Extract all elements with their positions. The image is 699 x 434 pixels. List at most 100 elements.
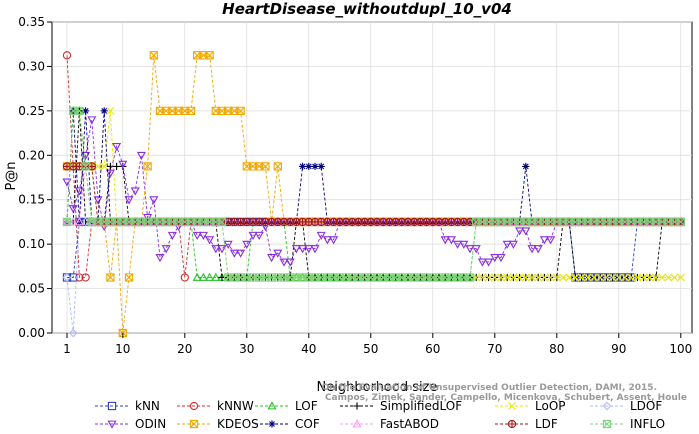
data-point-cof [522, 162, 530, 170]
legend-item-ldof: LDOF [590, 399, 662, 413]
data-point-loop [528, 273, 536, 282]
data-point-kdeos [205, 51, 214, 60]
y-tick-label: 0.20 [18, 148, 45, 162]
plot-area [51, 21, 693, 334]
legend-item-ldf: LDF [495, 417, 558, 431]
data-point-kdeos [106, 273, 115, 282]
legend-item-inflo: INFLO [590, 417, 665, 431]
credit-line-1: Campos, Zimek, Sander, Campello, Micenko… [325, 393, 687, 403]
data-point-knn [69, 273, 78, 282]
data-point-odin [304, 245, 314, 254]
data-point-loop [596, 273, 605, 282]
data-point-simplifiedlof [106, 162, 114, 170]
data-point-kdeos [273, 162, 282, 171]
data-point-odin [167, 231, 177, 240]
data-point-odin [236, 249, 246, 258]
data-point-kdeos [186, 106, 196, 116]
data-point-odin [93, 196, 103, 205]
data-point-odin [118, 160, 128, 169]
data-point-loop [484, 273, 493, 282]
data-point-loop [540, 273, 549, 282]
x-tick-label: 20 [177, 342, 192, 356]
data-point-odin [285, 258, 295, 267]
data-point-loop [106, 106, 115, 115]
data-point-loop [652, 273, 660, 282]
credit-line-2: On the Evaluation of Unsupervised Outlie… [322, 383, 657, 393]
data-point-odin [329, 236, 339, 245]
x-tick-label: 70 [487, 342, 502, 356]
data-point-inflo [217, 217, 227, 227]
data-point-odin [248, 231, 258, 240]
data-point-ldof [75, 217, 84, 227]
data-point-odin [217, 245, 227, 254]
legend-label-inflo: INFLO [630, 417, 665, 431]
data-point-loop [627, 273, 636, 282]
data-point-loop [546, 273, 555, 282]
legend-label-kdeos: KDEOS [217, 417, 259, 431]
legend-swatch-marker [352, 419, 362, 428]
data-point-loop [534, 273, 543, 282]
data-point-inflo [62, 217, 72, 227]
data-point-odin [279, 258, 289, 267]
legend-item-knnw: kNNW [177, 399, 254, 413]
data-point-loop [590, 273, 598, 282]
data-point-odin [273, 249, 283, 258]
data-point-loop [571, 273, 580, 282]
y-tick-label: 0.30 [18, 59, 45, 73]
data-point-odin [130, 187, 140, 196]
y-tick-label: 0.15 [18, 193, 45, 207]
legend-swatch-marker [602, 419, 612, 429]
legend-swatch-marker [602, 401, 612, 411]
data-point-loop [577, 273, 586, 282]
legend-swatch-marker [107, 401, 117, 411]
data-point-loop [497, 273, 505, 282]
data-point-cof [299, 162, 307, 170]
legend-swatch-marker [507, 419, 517, 429]
legend-label-knnw: kNNW [217, 399, 254, 413]
data-point-kdeos [261, 162, 270, 171]
data-point-odin [291, 245, 301, 254]
data-point-odin [87, 116, 97, 125]
legend-swatch-marker [268, 420, 276, 428]
data-point-fastabod [62, 217, 72, 226]
data-point-loop [621, 273, 629, 282]
data-point-loop [100, 162, 109, 171]
data-point-kdeos [149, 51, 158, 60]
data-point-odin [198, 231, 208, 240]
data-point-kdeos [236, 106, 245, 116]
legend-label-loop: LoOP [535, 399, 566, 413]
legend-item-fastabod: FastABOD [340, 417, 439, 431]
data-point-odin [155, 254, 165, 263]
data-point-cof [317, 162, 325, 170]
data-point-odin [322, 236, 332, 245]
legend-label-ldof: LDOF [630, 399, 662, 413]
data-point-odin [223, 240, 233, 249]
x-tick-label: 100 [669, 342, 692, 356]
data-point-loop [583, 273, 592, 282]
legend-item-simplifiedlof: SimplifiedLOF [340, 399, 462, 413]
data-point-loop [478, 273, 487, 282]
data-point-loop [490, 273, 499, 282]
data-point-odin [310, 245, 320, 254]
data-point-kdeos [124, 273, 134, 282]
data-point-odin [496, 254, 506, 263]
data-point-loop [608, 273, 617, 282]
x-tick-label: 40 [301, 342, 316, 356]
data-point-odin [105, 169, 115, 178]
data-point-loop [676, 273, 685, 282]
data-point-odin [68, 205, 78, 214]
data-point-simplifiedlof [113, 162, 121, 170]
legend-label-simplifiedlof: SimplifiedLOF [380, 399, 462, 413]
legend-swatch-marker [189, 401, 199, 411]
data-point-loop [645, 273, 654, 282]
data-point-odin [465, 245, 475, 254]
data-point-kdeos [143, 162, 152, 171]
data-point-lof [205, 272, 215, 281]
data-point-loop [521, 273, 530, 282]
x-tick-label: 50 [363, 342, 378, 356]
data-point-odin [149, 196, 159, 205]
data-point-inflo [676, 217, 685, 227]
data-point-loop [559, 273, 567, 282]
legend-item-odin: ODIN [95, 417, 166, 431]
legend-swatch-marker [508, 402, 516, 410]
